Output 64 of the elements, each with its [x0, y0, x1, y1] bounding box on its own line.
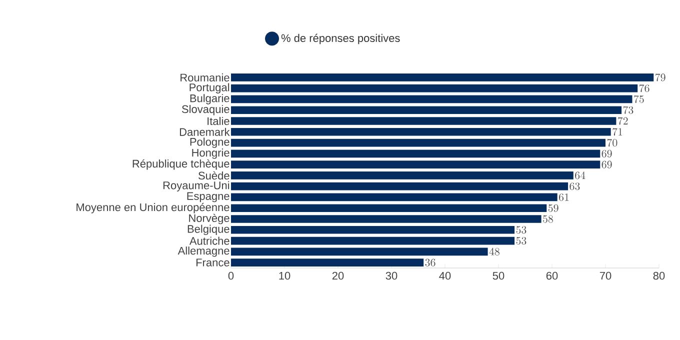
y-tick-label: République tchèque — [132, 159, 230, 170]
y-tick-label: Suède — [198, 171, 230, 180]
x-tick-label: 30 — [386, 272, 398, 280]
bar — [231, 226, 515, 234]
bar — [231, 248, 488, 256]
data-label: 36 — [425, 258, 436, 266]
x-tick-label: 0 — [228, 272, 234, 280]
data-label: 75 — [634, 95, 644, 103]
y-tick-label: Belgique — [188, 224, 230, 236]
data-label: 59 — [548, 204, 558, 212]
y-tick-label: Hongrie — [192, 148, 230, 159]
x-tick-label: 60 — [546, 272, 558, 280]
bar — [231, 84, 638, 92]
y-tick-label: Pologne — [190, 138, 230, 148]
bar — [231, 128, 611, 136]
data-label: 73 — [623, 106, 634, 114]
bar — [231, 160, 600, 168]
data-label: 48 — [489, 248, 500, 256]
data-label: 70 — [607, 138, 618, 147]
bar — [231, 150, 600, 158]
legend-label: % de réponses positives — [281, 34, 400, 44]
x-tick-label: 10 — [279, 272, 290, 280]
data-label: 69 — [602, 150, 612, 158]
bar — [231, 138, 606, 147]
x-tick-label: 80 — [653, 272, 665, 280]
x-tick-label: 20 — [332, 272, 344, 280]
data-label: 63 — [570, 182, 580, 190]
bar — [231, 95, 632, 104]
data-label: 61 — [559, 193, 569, 201]
data-label: 79 — [655, 74, 666, 82]
bar — [231, 74, 654, 82]
bar — [231, 106, 622, 114]
y-tick-label: Slovaquie — [182, 104, 230, 116]
data-label: 72 — [618, 117, 628, 125]
y-tick-label: Danemark — [180, 128, 230, 136]
y-tick-label: Moyenne en Union européenne — [76, 202, 230, 214]
bar — [231, 117, 616, 125]
bar — [231, 172, 574, 180]
bar — [231, 236, 515, 245]
y-tick-label: Italie — [208, 116, 230, 126]
x-tick-label: 50 — [492, 272, 504, 280]
bar — [231, 215, 542, 223]
data-label: 71 — [612, 128, 622, 136]
y-tick-label: Bulgarie — [190, 94, 230, 104]
y-tick-label: Autriche — [189, 236, 230, 245]
y-tick-label: Royaume-Uni — [163, 181, 230, 192]
data-label: 58 — [543, 215, 553, 223]
x-tick-label: 40 — [439, 272, 451, 280]
data-label: 69 — [602, 160, 612, 168]
y-tick-label: Espagne — [187, 192, 230, 202]
y-tick-label: France — [196, 258, 230, 266]
y-tick-label: Portugal — [190, 83, 230, 94]
bar — [231, 193, 558, 202]
bar — [231, 204, 547, 212]
data-label: 53 — [516, 237, 526, 245]
x-tick-label: 70 — [600, 272, 612, 280]
y-tick-label: Roumanie — [180, 73, 230, 82]
bar — [231, 258, 424, 266]
bar — [231, 182, 568, 190]
y-tick-label: Allemagne — [178, 246, 230, 257]
data-label: 76 — [639, 84, 650, 92]
data-label: 64 — [575, 172, 586, 180]
data-label: 53 — [516, 226, 526, 234]
y-tick-label: Norvège — [189, 214, 230, 224]
